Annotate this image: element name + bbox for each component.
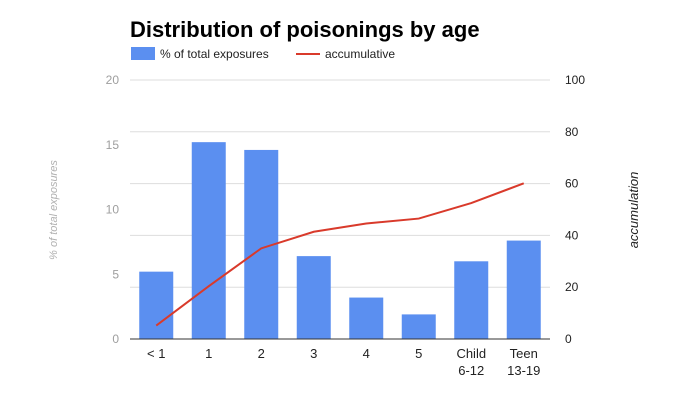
x-tick-label: Child [456, 346, 486, 361]
x-tick-label: 5 [415, 346, 422, 361]
x-tick-label: 1 [205, 346, 212, 361]
bar [191, 142, 226, 339]
accumulative-line [155, 182, 525, 327]
bar [139, 271, 174, 339]
x-axis-ticks: < 1 1 2 3 4 5 Child 6-12 Teen 13-19 [147, 346, 540, 378]
bar-series [139, 142, 541, 339]
x-tick-label: 6-12 [458, 363, 484, 378]
left-axis-title: % of total exposures [48, 160, 60, 260]
x-tick-label: 13-19 [507, 363, 540, 378]
legend: % of total exposures accumulative [131, 47, 395, 61]
bar [296, 256, 331, 339]
left-tick-label: 15 [106, 138, 120, 152]
right-axis-ticks: 0 20 40 60 80 100 [565, 73, 585, 346]
chart-title: Distribution of poisonings by age [130, 17, 480, 42]
legend-label-line: accumulative [325, 47, 395, 61]
bar [454, 261, 489, 339]
right-tick-label: 40 [565, 228, 579, 242]
right-tick-label: 80 [565, 125, 579, 139]
left-tick-label: 5 [112, 267, 119, 281]
line-series [155, 182, 525, 327]
left-tick-label: 0 [112, 332, 119, 346]
x-tick-label: 3 [310, 346, 317, 361]
right-axis-title: accumulation [626, 172, 641, 249]
right-tick-label: 100 [565, 73, 585, 87]
bar [349, 297, 384, 339]
x-tick-label: 4 [363, 346, 370, 361]
right-tick-label: 60 [565, 177, 579, 191]
x-tick-label: < 1 [147, 346, 165, 361]
legend-swatch-bars [131, 47, 155, 60]
left-tick-label: 10 [106, 203, 120, 217]
x-tick-label: Teen [510, 346, 538, 361]
left-axis-ticks: 0 5 10 15 20 [106, 73, 120, 346]
bar [506, 240, 541, 339]
left-tick-label: 20 [106, 73, 120, 87]
x-tick-label: 2 [258, 346, 265, 361]
right-tick-label: 0 [565, 332, 572, 346]
bar [401, 314, 436, 339]
right-tick-label: 20 [565, 280, 579, 294]
legend-label-bars: % of total exposures [160, 47, 269, 61]
